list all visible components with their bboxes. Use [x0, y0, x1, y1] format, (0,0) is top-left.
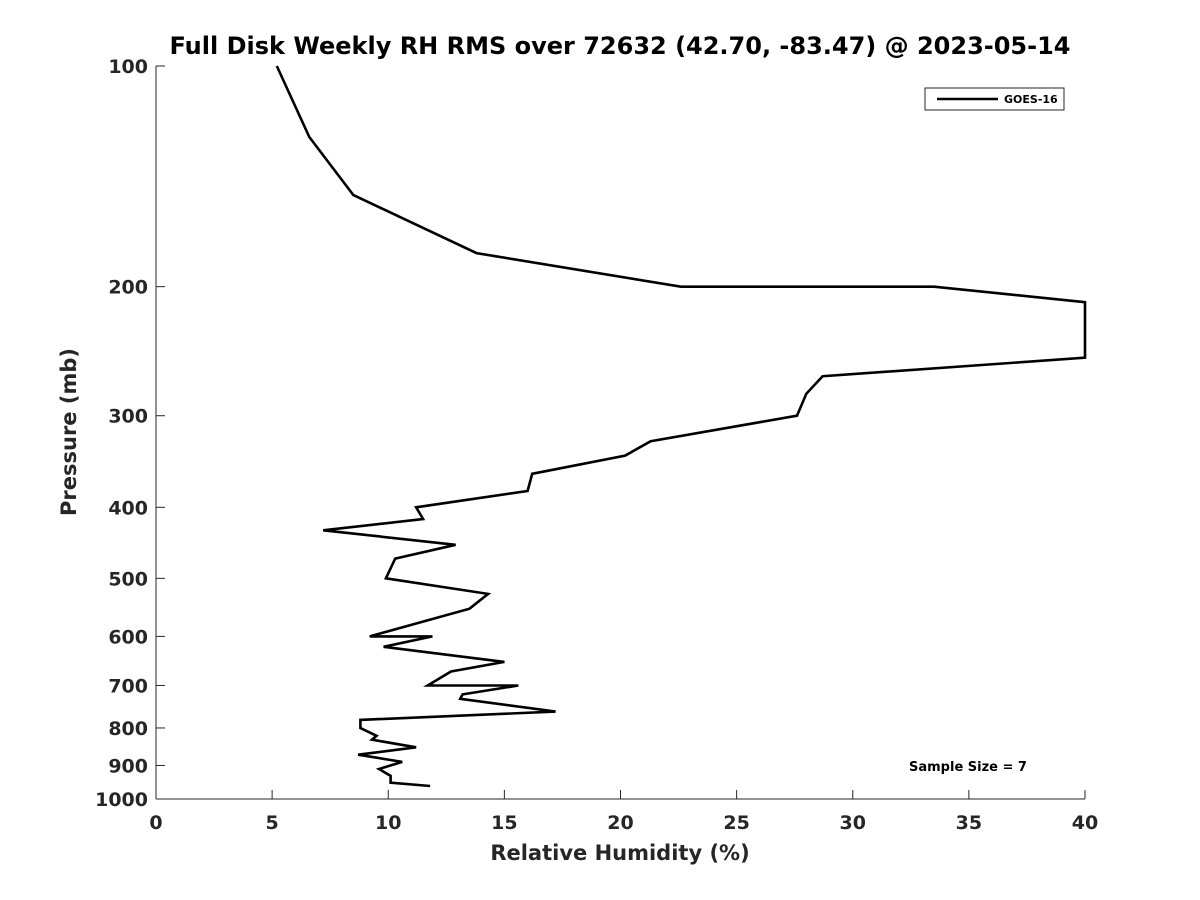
x-tick-label: 20: [607, 812, 633, 834]
x-tick-label: 30: [840, 812, 866, 834]
series-line-goes-16: [275, 65, 1087, 788]
y-tick-label: 100: [108, 56, 148, 78]
y-axis-label: Pressure (mb): [57, 348, 81, 516]
x-tick-label: 15: [491, 812, 517, 834]
legend-entry-label: GOES-16: [1004, 93, 1058, 106]
y-tick-label: 600: [108, 626, 148, 648]
y-tick-label: 800: [108, 718, 148, 740]
y-tick-label: 900: [108, 755, 148, 777]
x-axis-label: Relative Humidity (%): [490, 841, 749, 865]
y-tick-label: 200: [108, 277, 148, 299]
x-tick-label: 35: [956, 812, 982, 834]
series-layer: [275, 65, 1087, 788]
x-tick-label: 10: [375, 812, 401, 834]
y-tick-label: 300: [108, 406, 148, 428]
x-tick-label: 5: [266, 812, 279, 834]
chart-title: Full Disk Weekly RH RMS over 72632 (42.7…: [169, 32, 1070, 60]
x-tick-label: 40: [1072, 812, 1098, 834]
axes-group: 0 5 10 15 20 25 30 35 40 100 200 300 400 500 600 700 800…: [95, 56, 1098, 834]
y-tick-label: 400: [108, 497, 148, 519]
sample-size-annotation: Sample Size = 7: [909, 760, 1027, 775]
y-tick-label: 500: [108, 568, 148, 590]
x-tick-label: 25: [723, 812, 749, 834]
x-tick-label: 0: [149, 812, 162, 834]
y-tick-label: 1000: [95, 789, 148, 811]
legend: GOES-16: [924, 87, 1065, 111]
y-tick-label: 700: [108, 675, 148, 697]
